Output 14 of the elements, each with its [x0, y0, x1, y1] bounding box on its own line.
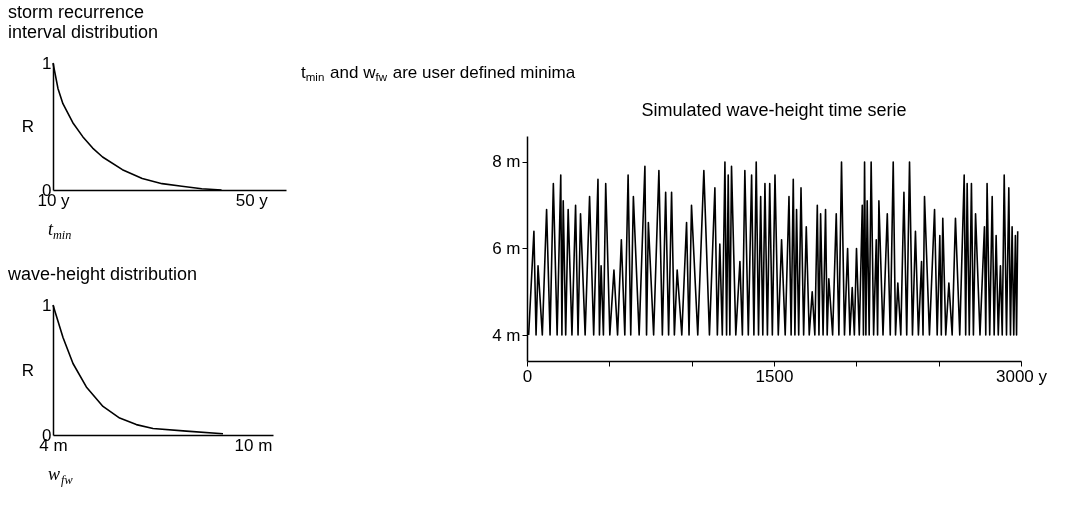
y-tick-label: 1 — [42, 53, 52, 73]
x-tick-label: 50 y — [235, 190, 269, 210]
chart-title: storm recurrence interval distribution — [8, 2, 159, 42]
y-tick-label: 6 m — [492, 239, 521, 258]
x-tick-label: 1500 — [755, 366, 794, 386]
x-tick-label: 3000 y — [995, 366, 1048, 386]
y-axis-title: R — [21, 117, 35, 136]
chart-title: wave-height distribution — [7, 264, 198, 284]
y-tick-label: 1 — [42, 295, 52, 315]
x-tick-label: 10 m — [234, 435, 273, 455]
y-tick-label: 4 m — [492, 325, 521, 345]
y-tick-label: 8 m — [492, 152, 521, 172]
chart-title: Simulated wave-height time serie — [641, 100, 907, 120]
y-axis-title: R — [21, 360, 35, 380]
